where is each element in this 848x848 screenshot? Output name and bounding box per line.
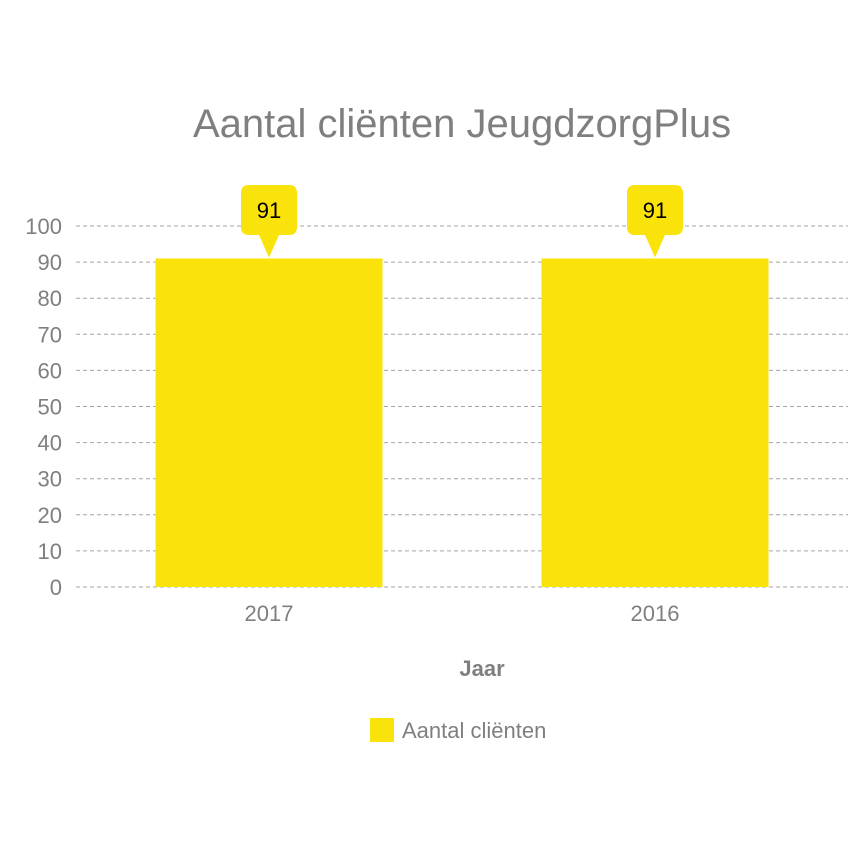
legend-label: Aantal cliënten xyxy=(402,718,546,743)
data-label: 91 xyxy=(643,198,667,223)
legend-swatch xyxy=(370,718,394,742)
x-axis-ticks: 2017 2016 xyxy=(245,601,680,626)
x-tick-label: 2017 xyxy=(245,601,294,626)
bars xyxy=(155,258,769,587)
data-labels: 91 91 xyxy=(241,185,683,258)
y-tick-label: 100 xyxy=(25,214,62,239)
y-tick-label: 10 xyxy=(38,539,62,564)
y-tick-label: 70 xyxy=(38,322,62,347)
y-tick-label: 0 xyxy=(50,575,62,600)
y-tick-label: 40 xyxy=(38,431,62,456)
y-tick-label: 90 xyxy=(38,250,62,275)
bar xyxy=(541,258,769,587)
y-tick-label: 50 xyxy=(38,395,62,420)
bar xyxy=(155,258,383,587)
y-tick-label: 80 xyxy=(38,286,62,311)
y-tick-label: 60 xyxy=(38,358,62,383)
y-axis-ticks: 0 10 20 30 40 50 60 70 80 90 100 xyxy=(25,214,62,600)
chart-title: Aantal cliënten JeugdzorgPlus xyxy=(193,102,731,146)
y-tick-label: 30 xyxy=(38,467,62,492)
x-axis-label: Jaar xyxy=(459,656,505,681)
legend: Aantal cliënten xyxy=(370,718,546,743)
data-label: 91 xyxy=(257,198,281,223)
data-label-callout xyxy=(241,185,297,258)
x-tick-label: 2016 xyxy=(631,601,680,626)
y-tick-label: 20 xyxy=(38,503,62,528)
data-label-callout xyxy=(627,185,683,258)
